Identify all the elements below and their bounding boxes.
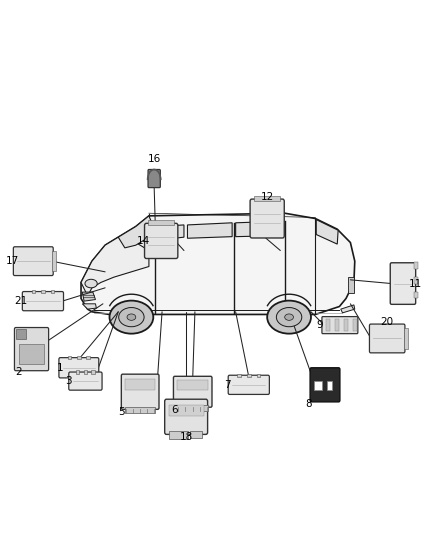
Ellipse shape [267,301,311,334]
Text: 3: 3 [65,376,72,386]
Text: 1: 1 [57,363,64,373]
FancyBboxPatch shape [165,399,208,434]
Polygon shape [81,213,355,314]
Bar [404,328,408,349]
Text: 11: 11 [409,279,422,288]
Bar [327,381,332,390]
Bar [344,319,348,331]
Text: 5: 5 [118,407,125,417]
Bar [19,344,44,364]
Bar [414,277,418,284]
Polygon shape [81,237,149,296]
Polygon shape [316,220,338,244]
Polygon shape [341,305,355,313]
Text: 12: 12 [261,192,274,202]
Polygon shape [149,241,155,245]
Text: 17: 17 [6,256,19,266]
FancyBboxPatch shape [370,324,405,353]
Bar [353,319,357,331]
Bar [41,290,45,293]
Bar [190,431,202,438]
Polygon shape [158,225,184,240]
Bar [125,379,155,390]
Text: 18: 18 [180,432,193,442]
Bar [169,406,204,416]
Text: 7: 7 [224,380,231,390]
FancyBboxPatch shape [59,358,99,378]
Polygon shape [82,304,96,309]
Polygon shape [118,216,153,248]
Bar [237,374,241,377]
FancyBboxPatch shape [121,374,159,409]
Bar [414,262,418,269]
Bar [84,370,87,374]
Bar [16,329,26,339]
Ellipse shape [119,308,144,327]
Bar [169,431,188,439]
FancyBboxPatch shape [228,375,269,394]
FancyBboxPatch shape [390,263,416,304]
FancyBboxPatch shape [310,368,340,402]
Bar [76,370,80,374]
Bar [254,196,280,201]
Polygon shape [187,223,232,238]
Polygon shape [82,292,95,301]
Ellipse shape [276,308,302,327]
Bar [177,405,208,411]
Ellipse shape [110,301,153,334]
Ellipse shape [85,279,97,288]
Bar [177,381,208,390]
Text: 14: 14 [137,236,150,246]
FancyBboxPatch shape [145,223,178,259]
FancyBboxPatch shape [22,292,64,311]
Text: 16: 16 [148,154,161,164]
Text: 9: 9 [316,320,323,330]
FancyBboxPatch shape [250,199,284,238]
FancyBboxPatch shape [173,376,212,407]
Text: 21: 21 [14,296,28,306]
FancyBboxPatch shape [13,247,53,276]
Bar [326,319,330,331]
FancyBboxPatch shape [322,317,358,334]
Bar [414,292,418,298]
Ellipse shape [285,314,293,320]
Bar [348,277,354,293]
Bar [32,290,35,293]
Text: 20: 20 [381,318,394,327]
Text: 2: 2 [15,367,22,376]
Text: 6: 6 [171,405,178,415]
Polygon shape [236,221,283,237]
Bar [247,374,251,377]
Text: 8: 8 [305,399,312,409]
FancyBboxPatch shape [14,327,49,371]
Bar [125,407,155,413]
Bar [51,290,54,293]
Bar [336,319,339,331]
Bar [92,370,95,374]
Bar [68,356,71,359]
Bar [257,374,260,377]
Bar [86,356,90,359]
FancyBboxPatch shape [148,169,160,188]
Bar [148,220,174,225]
Ellipse shape [127,314,136,320]
FancyBboxPatch shape [69,372,102,390]
Bar [314,381,322,390]
Bar [52,251,56,271]
Bar [77,356,81,359]
